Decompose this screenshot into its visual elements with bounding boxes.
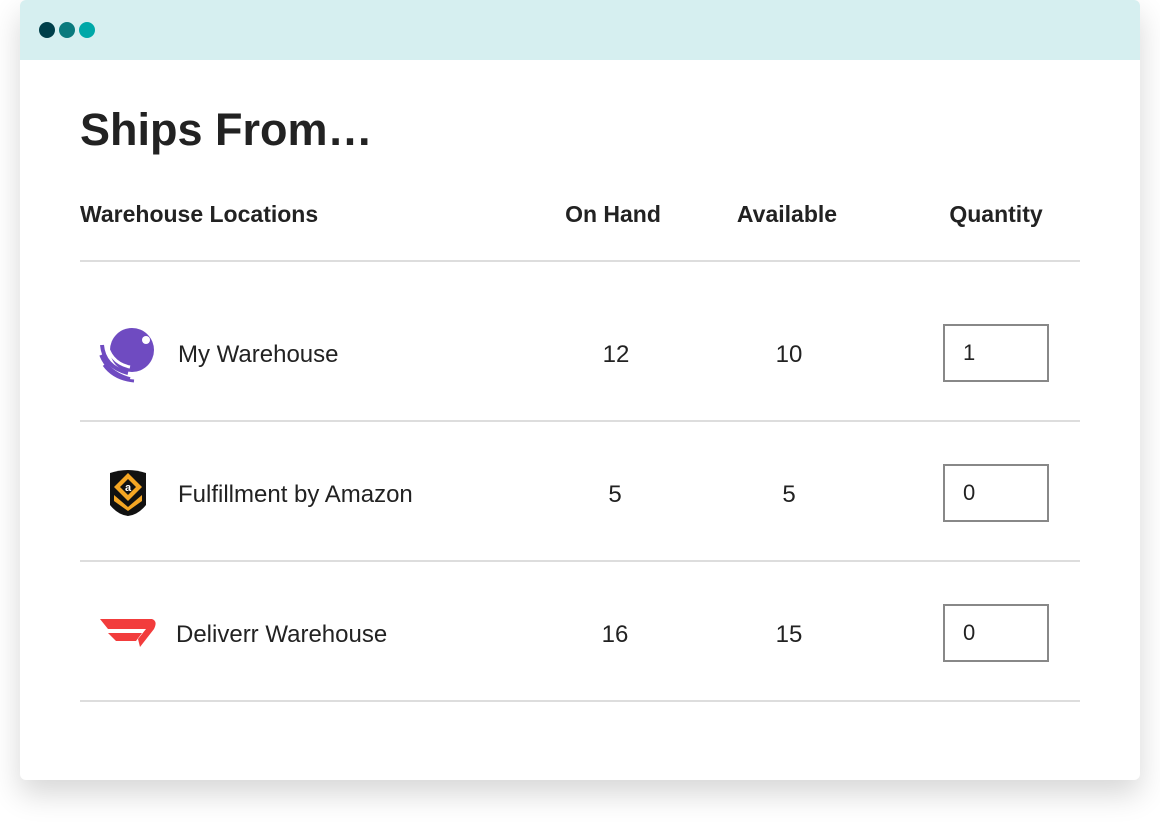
table-row: a Fulfillment by Amazon 5 5 [20,413,1140,553]
column-header-location: Warehouse Locations [80,201,319,227]
on-hand-value: 12 [602,341,630,368]
quantity-input[interactable] [943,324,1049,382]
page-title: Ships From… [80,104,373,155]
available-value: 5 [782,481,796,508]
window-minimize-dot[interactable] [59,22,75,38]
location-name: Fulfillment by Amazon [178,481,413,508]
deliverr-logo-icon [100,619,156,647]
divider [80,420,1080,422]
app-window: Ships From… Warehouse Locations On Hand … [20,0,1140,780]
on-hand-value: 5 [608,481,622,508]
on-hand-value: 16 [601,621,629,648]
amazon-fba-logo-icon: a [110,470,146,516]
column-header-quantity: Quantity [949,201,1043,227]
column-header-available: Available [736,201,838,227]
title-bar [20,0,1140,60]
quantity-input[interactable] [943,464,1049,522]
divider [80,260,1080,262]
location-name: Deliverr Warehouse [176,621,388,648]
divider [80,700,1080,702]
table-row: My Warehouse 12 10 [20,273,1140,413]
table-row: Deliverr Warehouse 16 15 [20,553,1140,693]
octopus-logo-icon [99,328,154,383]
divider [80,560,1080,562]
location-name: My Warehouse [178,341,339,368]
available-value: 15 [775,621,803,648]
window-maximize-dot[interactable] [79,22,95,38]
window-close-dot[interactable] [39,22,55,38]
column-header-on-hand: On Hand [565,201,661,227]
quantity-input[interactable] [943,604,1049,662]
svg-text:a: a [125,482,132,494]
available-value: 10 [775,341,803,368]
